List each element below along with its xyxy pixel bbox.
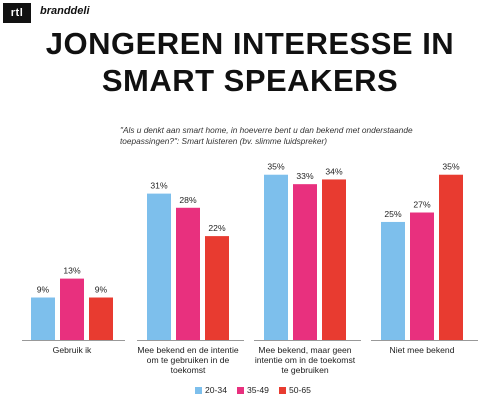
category-label-4-line-1: Niet mee bekend xyxy=(390,345,455,355)
legend-swatch-50-65 xyxy=(278,386,286,394)
bar-50-65-cat-4 xyxy=(439,174,463,340)
category-label-3-line-1: Mee bekend, maar geen xyxy=(258,345,351,355)
bar-50-65-cat-3 xyxy=(322,179,346,340)
data-label-50-65-cat-4: 35% xyxy=(442,162,460,172)
legend-swatch-35-49 xyxy=(236,386,244,394)
bar-35-49-cat-1 xyxy=(60,278,84,340)
bar-50-65-cat-1 xyxy=(89,297,113,340)
data-label-35-49-cat-1: 13% xyxy=(63,266,81,276)
chart-legend: 20-34 35-49 50-65 xyxy=(195,385,311,395)
data-label-35-49-cat-3: 33% xyxy=(296,171,314,181)
data-label-20-34-cat-4: 25% xyxy=(384,209,402,219)
category-label-3-line-2: intentie om in de toekomst xyxy=(255,355,356,365)
survey-question-line-2: toepassingen?": Smart luisteren (bv. sli… xyxy=(120,136,328,146)
bar-35-49-cat-4 xyxy=(410,212,434,340)
bar-20-34-cat-2 xyxy=(147,193,171,340)
legend-swatch-20-34 xyxy=(195,386,202,394)
bar-35-49-cat-2 xyxy=(176,207,200,340)
legend-label-20-34: 20-34 xyxy=(205,385,227,395)
rtl-logo: rtl xyxy=(3,3,31,23)
legend-item-50-65: 50-65 xyxy=(278,385,311,395)
legend-label-50-65: 50-65 xyxy=(288,385,311,395)
data-label-20-34-cat-2: 31% xyxy=(150,181,168,191)
bar-50-65-cat-2 xyxy=(205,236,229,340)
bar-20-34-cat-1 xyxy=(31,297,55,340)
data-label-35-49-cat-2: 28% xyxy=(179,195,197,205)
survey-question: "Als u denkt aan smart home, in hoeverre… xyxy=(120,125,420,147)
legend-item-20-34: 20-34 xyxy=(195,385,227,395)
data-label-20-34-cat-1: 9% xyxy=(37,285,50,295)
bar-35-49-cat-3 xyxy=(293,184,317,340)
page-title-line-2: SMART SPEAKERS xyxy=(101,63,399,98)
category-label-2-line-2: om te gebruiken in de xyxy=(147,355,230,365)
page-title-line-1: JONGEREN INTERESSE IN xyxy=(45,26,455,61)
category-label-2-line-1: Mee bekend en de intentie xyxy=(137,345,239,355)
data-label-50-65-cat-3: 34% xyxy=(325,166,343,176)
category-label-2-line-3: toekomst xyxy=(171,365,206,375)
legend-item-35-49: 35-49 xyxy=(236,385,269,395)
category-label-1-line-1: Gebruik ik xyxy=(53,345,92,355)
data-label-35-49-cat-4: 27% xyxy=(413,200,431,210)
legend-label-35-49: 35-49 xyxy=(246,385,269,395)
survey-question-line-1: "Als u denkt aan smart home, in hoeverre… xyxy=(120,125,413,135)
data-label-50-65-cat-2: 22% xyxy=(208,223,226,233)
category-label-3-line-3: te gebruiken xyxy=(281,365,329,375)
bar-20-34-cat-4 xyxy=(381,221,405,340)
data-label-50-65-cat-1: 9% xyxy=(95,285,108,295)
branddeli-logo: branddeli xyxy=(40,5,90,17)
bar-20-34-cat-3 xyxy=(264,174,288,340)
data-label-20-34-cat-3: 35% xyxy=(267,162,285,172)
